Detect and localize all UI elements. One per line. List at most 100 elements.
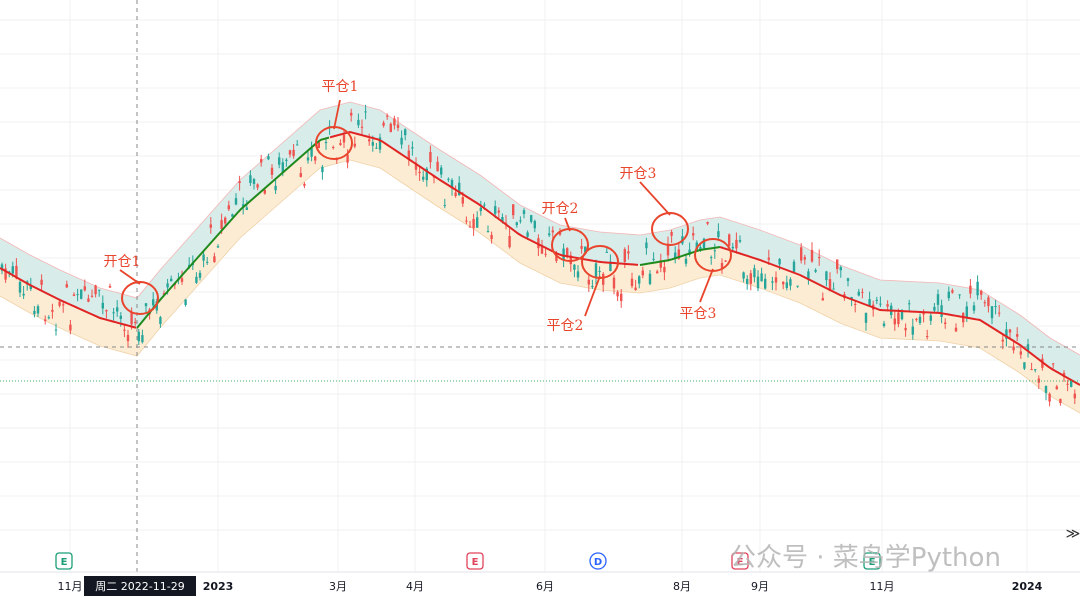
candle-body — [677, 249, 680, 259]
candle-body — [375, 147, 378, 149]
candle-body — [263, 189, 266, 194]
candle-body — [461, 197, 464, 204]
crosshair-label: 周二 2022-11-29 — [95, 580, 184, 593]
candle-body — [713, 250, 716, 252]
candle-body — [728, 234, 731, 247]
candle-body — [306, 157, 310, 161]
candle-body — [612, 277, 616, 289]
candle-body — [627, 251, 630, 254]
candle-body — [522, 210, 526, 215]
candle-body — [652, 258, 655, 260]
annotation-circle — [121, 281, 159, 315]
candle-body — [476, 217, 479, 228]
candle-body — [40, 279, 43, 285]
annotation-arrow — [119, 269, 141, 285]
candle-body — [879, 303, 882, 305]
candle-body — [465, 220, 468, 222]
candle-body — [839, 267, 842, 271]
candle-body — [508, 235, 511, 248]
annotation-circle — [651, 212, 689, 246]
candle-body — [198, 272, 202, 278]
candle-body — [44, 319, 47, 322]
x-tick-label: 2023 — [203, 580, 234, 593]
candle-body — [18, 281, 22, 293]
candle-body — [602, 273, 605, 285]
candle-body — [972, 305, 976, 311]
candle-body — [386, 115, 389, 117]
candle-body — [785, 282, 788, 288]
candle-body — [353, 143, 356, 147]
candle-body — [933, 306, 936, 311]
annotation-label: 开仓2 — [542, 201, 579, 217]
candle-body — [760, 273, 763, 282]
candle-body — [742, 272, 745, 279]
candle-body — [656, 271, 659, 274]
ma-line — [639, 246, 721, 266]
candle-body — [292, 149, 295, 157]
event-badge[interactable] — [863, 552, 881, 570]
candle-body — [62, 304, 65, 306]
event-badge[interactable] — [589, 552, 607, 570]
candle-body — [443, 204, 446, 206]
candle-body — [1034, 369, 1037, 371]
candle-body — [0, 264, 4, 271]
candle-body — [278, 157, 281, 165]
candle-body — [195, 276, 198, 283]
candle-body — [274, 185, 277, 191]
candle-body — [270, 167, 274, 175]
candle-body — [357, 119, 360, 126]
candle-body — [422, 176, 425, 180]
candle-body — [162, 293, 166, 295]
candle-body — [749, 273, 752, 284]
watermark: 公众号 · 菜鸟学Python — [730, 543, 1001, 573]
candle-body — [526, 232, 529, 237]
candle-body — [623, 249, 626, 262]
candle-body — [594, 263, 598, 277]
candle-body — [450, 180, 454, 189]
ma-line — [329, 130, 639, 266]
x-tick-label: 2024 — [1012, 580, 1043, 593]
grid — [0, 0, 1080, 572]
candle-body — [990, 306, 994, 319]
candle-body — [771, 281, 774, 283]
candle-body — [670, 232, 673, 236]
scroll-icon[interactable]: ≫ — [1066, 526, 1080, 542]
annotation-label: 平仓2 — [547, 318, 584, 334]
candle-body — [908, 303, 911, 305]
candle-body — [180, 278, 184, 282]
candle-body — [854, 304, 857, 306]
x-tick-label: 11月 — [58, 580, 83, 593]
candle-body — [458, 182, 461, 196]
candle-body — [1001, 339, 1004, 342]
candle-body — [411, 147, 414, 149]
candle-body — [317, 142, 320, 149]
event-badge[interactable] — [731, 552, 749, 570]
candle-body — [479, 207, 482, 212]
x-tick-label: 3月 — [329, 580, 347, 593]
candle-body — [573, 264, 576, 270]
candle-body — [15, 265, 18, 279]
candle-body — [994, 306, 997, 308]
candle-body — [861, 291, 864, 293]
event-badge[interactable] — [466, 552, 484, 570]
candle-body — [746, 279, 749, 284]
candle-body — [987, 297, 990, 307]
candle-body — [774, 277, 778, 283]
candle-body — [152, 299, 155, 306]
candle-body — [998, 312, 1001, 314]
candle-body — [119, 315, 122, 319]
candle-body — [368, 139, 371, 142]
candle-body — [429, 152, 432, 163]
bands — [0, 101, 1080, 414]
candle-body — [414, 163, 418, 170]
candle-body — [213, 256, 216, 263]
event-badge[interactable] — [55, 552, 73, 570]
candle-body — [206, 261, 209, 263]
candle-body — [1066, 383, 1069, 385]
candle-body — [1073, 393, 1076, 399]
candle-body — [137, 331, 140, 342]
candle-body — [58, 301, 61, 306]
annotations: 平仓1 开仓1 开仓2 平仓2 开仓3 平仓3 — [104, 79, 732, 334]
annotation-arrow — [333, 99, 341, 130]
